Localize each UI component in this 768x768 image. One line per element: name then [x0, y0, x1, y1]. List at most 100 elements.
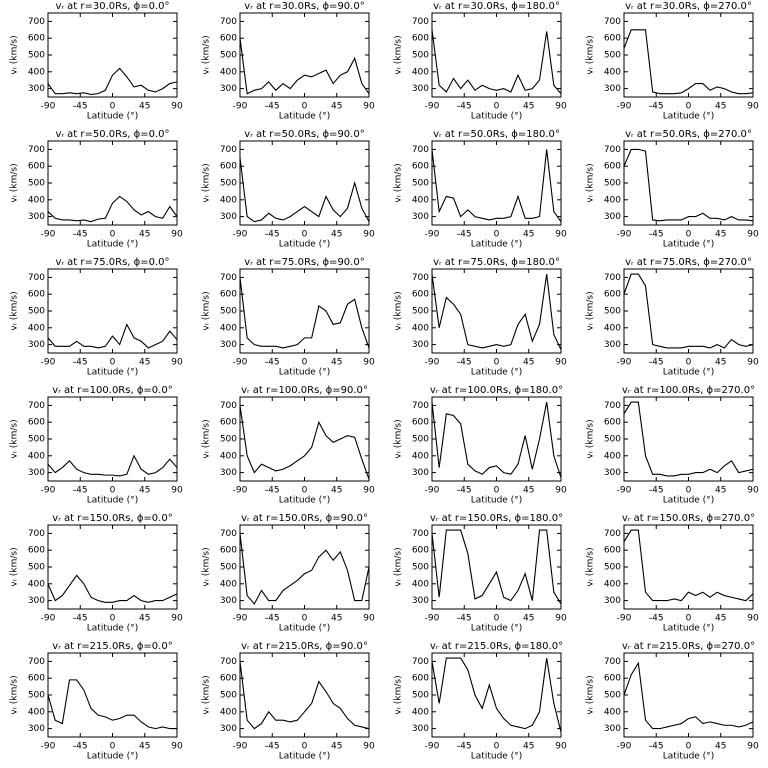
x-tick-label: -90 — [425, 614, 440, 624]
y-tick-label: 300 — [28, 212, 45, 222]
y-tick-label: 600 — [604, 162, 621, 172]
x-tick-label: 90 — [555, 486, 567, 496]
plot-frame — [431, 524, 562, 610]
x-tick-label: -90 — [233, 614, 248, 624]
panel-title: vᵣ at r=100.0Rs, ϕ=0.0° — [52, 385, 172, 396]
y-axis-label: vᵣ (km/s) — [394, 163, 404, 202]
panel: vᵣ at r=150.0Rs, ϕ=0.0° -90 -45 0 45 90 300 400… — [10, 513, 183, 634]
y-tick-label: 400 — [412, 579, 429, 589]
y-tick-label: 700 — [28, 145, 45, 155]
x-tick-label: 0 — [302, 742, 308, 752]
x-tick-label: 0 — [686, 230, 692, 240]
x-tick-label: 0 — [110, 742, 116, 752]
y-tick-label: 600 — [28, 290, 45, 300]
y-tick-label: 600 — [604, 34, 621, 44]
x-tick-label: 45 — [523, 230, 534, 240]
plot-frame — [47, 268, 178, 354]
y-axis-label: vᵣ (km/s) — [586, 35, 596, 74]
y-tick-label: 300 — [604, 212, 621, 222]
x-tick-label: 0 — [686, 486, 692, 496]
panel-title: vᵣ at r=150.0Rs, ϕ=0.0° — [52, 513, 172, 524]
y-axis-label: vᵣ (km/s) — [586, 291, 596, 330]
x-tick-label: 45 — [139, 614, 150, 624]
y-tick-label: 500 — [28, 563, 45, 573]
y-tick-label: 600 — [604, 546, 621, 556]
y-tick-label: 600 — [220, 34, 237, 44]
y-tick-label: 300 — [412, 724, 429, 734]
panel: vᵣ at r=75.0Rs, ϕ=0.0° -90 -45 0 45 90 300 400 5… — [10, 257, 183, 378]
data-line — [431, 401, 562, 478]
y-tick-label: 700 — [604, 657, 621, 667]
x-tick-label: -45 — [457, 102, 472, 112]
plot-frame — [47, 140, 178, 226]
x-tick-label: 0 — [686, 358, 692, 368]
y-tick-label: 400 — [28, 195, 45, 205]
y-tick-label: 700 — [412, 17, 429, 27]
y-tick-label: 600 — [412, 674, 429, 684]
data-line — [47, 679, 177, 730]
y-tick-label: 400 — [604, 451, 621, 461]
panel: vᵣ at r=50.0Rs, ϕ=0.0° -90 -45 0 45 90 300 400 5… — [10, 129, 183, 250]
y-tick-label: 700 — [412, 145, 429, 155]
panel: vᵣ at r=215.0Rs, ϕ=180.0° -90 -45 0 45 90 300 4… — [394, 641, 567, 762]
y-tick-label: 400 — [220, 323, 237, 333]
y-tick-label: 600 — [28, 546, 45, 556]
y-tick-label: 300 — [604, 340, 621, 350]
y-tick-label: 300 — [412, 84, 429, 94]
panel-title: vᵣ at r=150.0Rs, ϕ=180.0° — [430, 513, 563, 524]
x-axis-label: Latitude (°) — [87, 112, 138, 122]
y-tick-label: 500 — [220, 307, 237, 317]
x-axis-label: Latitude (°) — [471, 112, 522, 122]
x-axis-label: Latitude (°) — [279, 112, 330, 122]
x-tick-label: 0 — [110, 230, 116, 240]
y-tick-label: 300 — [220, 468, 237, 478]
panel: vᵣ at r=75.0Rs, ϕ=90.0° -90 -45 0 45 90 300 400… — [202, 257, 375, 378]
x-axis-label: Latitude (°) — [279, 496, 330, 506]
panel: vᵣ at r=50.0Rs, ϕ=270.0° -90 -45 0 45 90 300 40… — [586, 129, 759, 250]
x-tick-label: -45 — [649, 102, 664, 112]
y-tick-label: 600 — [28, 418, 45, 428]
y-tick-label: 500 — [28, 435, 45, 445]
panel-title: vᵣ at r=50.0Rs, ϕ=270.0° — [625, 129, 752, 140]
y-tick-label: 500 — [28, 691, 45, 701]
x-tick-label: -45 — [649, 358, 664, 368]
data-line — [431, 149, 562, 222]
x-tick-label: -45 — [265, 614, 280, 624]
data-line — [431, 657, 562, 733]
data-line — [47, 323, 178, 349]
plot-frame — [431, 396, 562, 482]
y-axis-label: vᵣ (km/s) — [10, 291, 20, 330]
y-tick-label: 500 — [604, 307, 621, 317]
y-tick-label: 300 — [220, 84, 237, 94]
x-tick-label: -90 — [41, 614, 56, 624]
x-axis-label: Latitude (°) — [663, 624, 714, 634]
y-axis-label: vᵣ (km/s) — [10, 35, 20, 74]
y-axis-label: vᵣ (km/s) — [202, 35, 212, 74]
y-axis-label: vᵣ (km/s) — [586, 419, 596, 458]
x-tick-label: -90 — [617, 358, 632, 368]
y-tick-label: 400 — [220, 67, 237, 77]
panel: vᵣ at r=100.0Rs, ϕ=270.0° -90 -45 0 45 90 300 4… — [586, 385, 759, 506]
data-line — [431, 29, 562, 94]
data-line — [239, 405, 370, 480]
x-tick-label: 0 — [494, 102, 500, 112]
y-tick-label: 700 — [220, 145, 237, 155]
x-tick-label: -90 — [425, 742, 440, 752]
x-tick-label: -45 — [265, 742, 280, 752]
panel-title: vᵣ at r=75.0Rs, ϕ=180.0° — [433, 257, 560, 268]
x-tick-label: 0 — [110, 358, 116, 368]
plot-frame — [239, 12, 370, 98]
y-tick-label: 600 — [220, 418, 237, 428]
y-tick-label: 400 — [412, 195, 429, 205]
y-axis-label: vᵣ (km/s) — [10, 163, 20, 202]
y-tick-label: 600 — [220, 674, 237, 684]
panel-title: vᵣ at r=150.0Rs, ϕ=270.0° — [622, 513, 755, 524]
y-axis-label: vᵣ (km/s) — [202, 675, 212, 714]
x-tick-label: 0 — [494, 486, 500, 496]
x-tick-label: -90 — [233, 230, 248, 240]
panel-title: vᵣ at r=215.0Rs, ϕ=0.0° — [52, 641, 172, 652]
panel-title: vᵣ at r=50.0Rs, ϕ=0.0° — [55, 129, 169, 140]
x-tick-label: -45 — [265, 102, 280, 112]
y-tick-label: 400 — [220, 579, 237, 589]
x-tick-label: 45 — [331, 614, 342, 624]
